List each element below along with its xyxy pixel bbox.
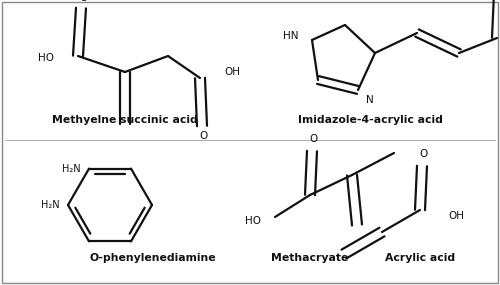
Text: Acrylic acid: Acrylic acid — [385, 253, 455, 263]
Text: H₂N: H₂N — [62, 164, 81, 174]
Text: H₂N: H₂N — [42, 200, 60, 210]
Text: OH: OH — [224, 67, 240, 77]
Text: O: O — [200, 131, 208, 141]
Text: HN: HN — [282, 31, 298, 41]
Text: HO: HO — [38, 53, 54, 63]
Text: Imidazole-4-acrylic acid: Imidazole-4-acrylic acid — [298, 115, 442, 125]
Text: O: O — [420, 149, 428, 159]
Text: Methacryate: Methacryate — [272, 253, 348, 263]
Text: Methyelne succinic acid: Methyelne succinic acid — [52, 115, 198, 125]
Text: O: O — [79, 0, 87, 3]
Text: HO: HO — [245, 216, 261, 226]
Text: O: O — [310, 134, 318, 144]
Text: OH: OH — [448, 211, 464, 221]
Text: O-phenylenediamine: O-phenylenediamine — [90, 253, 216, 263]
Text: N: N — [366, 95, 374, 105]
